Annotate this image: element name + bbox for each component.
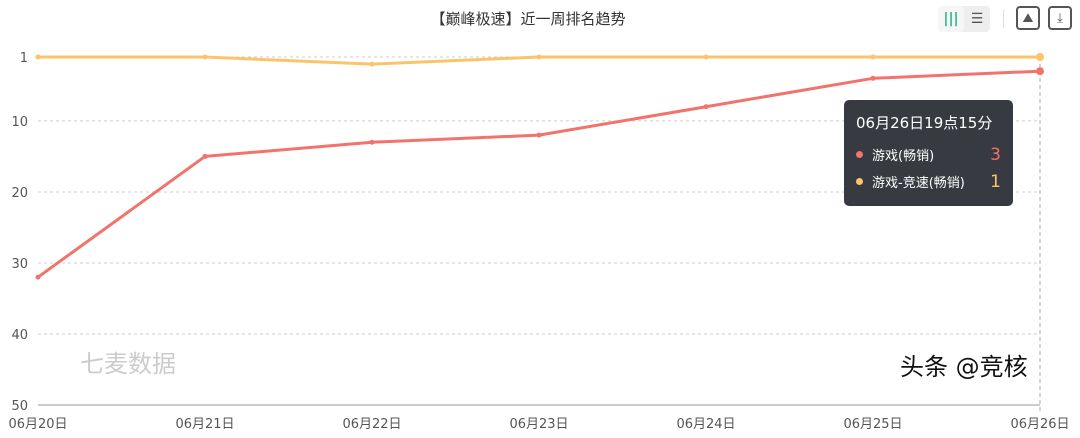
- download-icon[interactable]: ⤓: [1048, 6, 1072, 30]
- chart-title: 【巅峰极速】近一周排名趋势: [430, 10, 626, 28]
- data-point: [35, 54, 41, 60]
- data-point: [369, 139, 375, 145]
- x-tick-label: 06月22日: [342, 417, 401, 432]
- tooltip-value: 1: [990, 171, 1001, 192]
- x-tick-label: 06月25日: [843, 417, 902, 432]
- data-point: [870, 75, 876, 81]
- y-tick-label: 40: [11, 328, 28, 343]
- list-icon[interactable]: ☰: [970, 11, 984, 27]
- view-mode-toggle[interactable]: ||| ☰: [938, 6, 990, 32]
- toolbar-divider: [1003, 10, 1004, 28]
- tooltip-series-name: 游戏(畅销): [872, 149, 935, 164]
- data-point: [536, 54, 542, 60]
- y-tick-label: 30: [11, 257, 28, 272]
- y-tick-label: 1: [20, 51, 28, 66]
- y-tick-label: 10: [11, 115, 28, 130]
- data-point: [369, 61, 375, 67]
- credit-watermark: 头条 @竞核: [900, 353, 1028, 381]
- bar-chart-icon[interactable]: |||: [938, 6, 964, 32]
- x-tick-label: 06月20日: [8, 417, 67, 432]
- x-tick-label: 06月23日: [509, 417, 568, 432]
- data-point: [536, 132, 542, 138]
- tooltip-value: 3: [990, 144, 1001, 165]
- tooltip: 06月26日19点15分 游戏(畅销) 3 游戏-竞速(畅销) 1: [844, 100, 1013, 206]
- tooltip-row: 游戏(畅销) 3: [856, 141, 1001, 168]
- data-point: [1036, 53, 1044, 61]
- image-icon[interactable]: ⛰: [1016, 6, 1040, 30]
- y-tick-label: 20: [11, 186, 28, 201]
- x-tick-label: 06月26日: [1010, 417, 1069, 432]
- x-tick-label: 06月21日: [175, 417, 234, 432]
- y-tick-label: 50: [11, 399, 28, 414]
- tooltip-row: 游戏-竞速(畅销) 1: [856, 168, 1001, 195]
- data-point: [703, 54, 709, 60]
- watermark: 七麦数据: [80, 350, 176, 378]
- tooltip-series-name: 游戏-竞速(畅销): [872, 176, 965, 191]
- data-point: [1036, 67, 1044, 76]
- series-dot-icon: [856, 178, 863, 185]
- data-point: [202, 54, 208, 60]
- tooltip-title: 06月26日19点15分: [856, 114, 993, 132]
- series-dot-icon: [856, 151, 863, 158]
- data-point: [35, 274, 41, 280]
- data-point: [703, 104, 709, 110]
- data-point: [870, 54, 876, 60]
- x-tick-label: 06月24日: [676, 417, 735, 432]
- data-point: [202, 153, 208, 159]
